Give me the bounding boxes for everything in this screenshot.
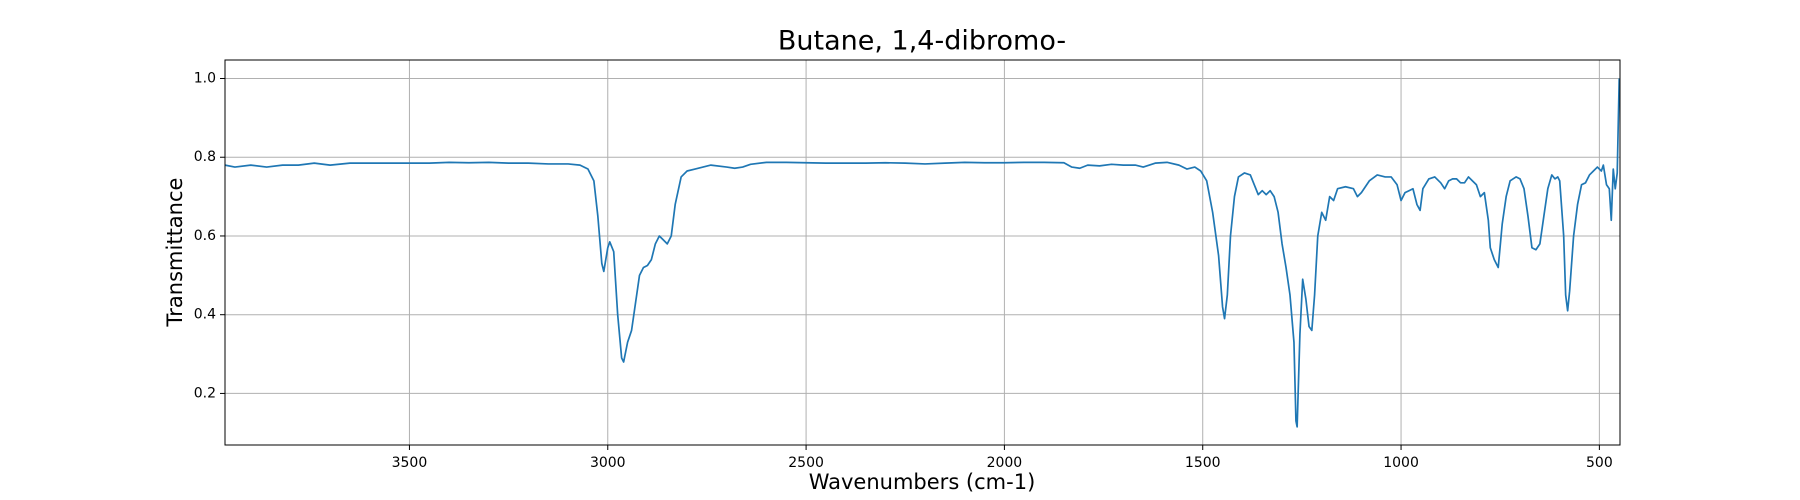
y-tick-label: 0.2 [194,385,216,401]
x-tick-label: 1500 [1185,455,1221,471]
x-tick-label: 500 [1586,455,1613,471]
y-axis-label: Transmittance [163,178,187,328]
chart-title: Butane, 1,4-dibromo- [778,26,1066,57]
spectrum-line [224,78,1621,428]
x-axis-label: Wavenumbers (cm-1) [809,470,1036,494]
x-tick-label: 1000 [1383,455,1419,471]
x-tick-label: 2000 [987,455,1023,471]
x-tick-label: 2500 [788,455,824,471]
x-tick-label: 3500 [392,455,428,471]
y-tick-label: 0.4 [194,307,216,323]
y-tick-label: 0.6 [194,228,216,244]
y-tick-label: 0.8 [194,149,216,165]
plot-frame [224,59,1621,446]
y-tick-label: 1.0 [194,71,216,87]
x-tick-label: 3000 [590,455,626,471]
